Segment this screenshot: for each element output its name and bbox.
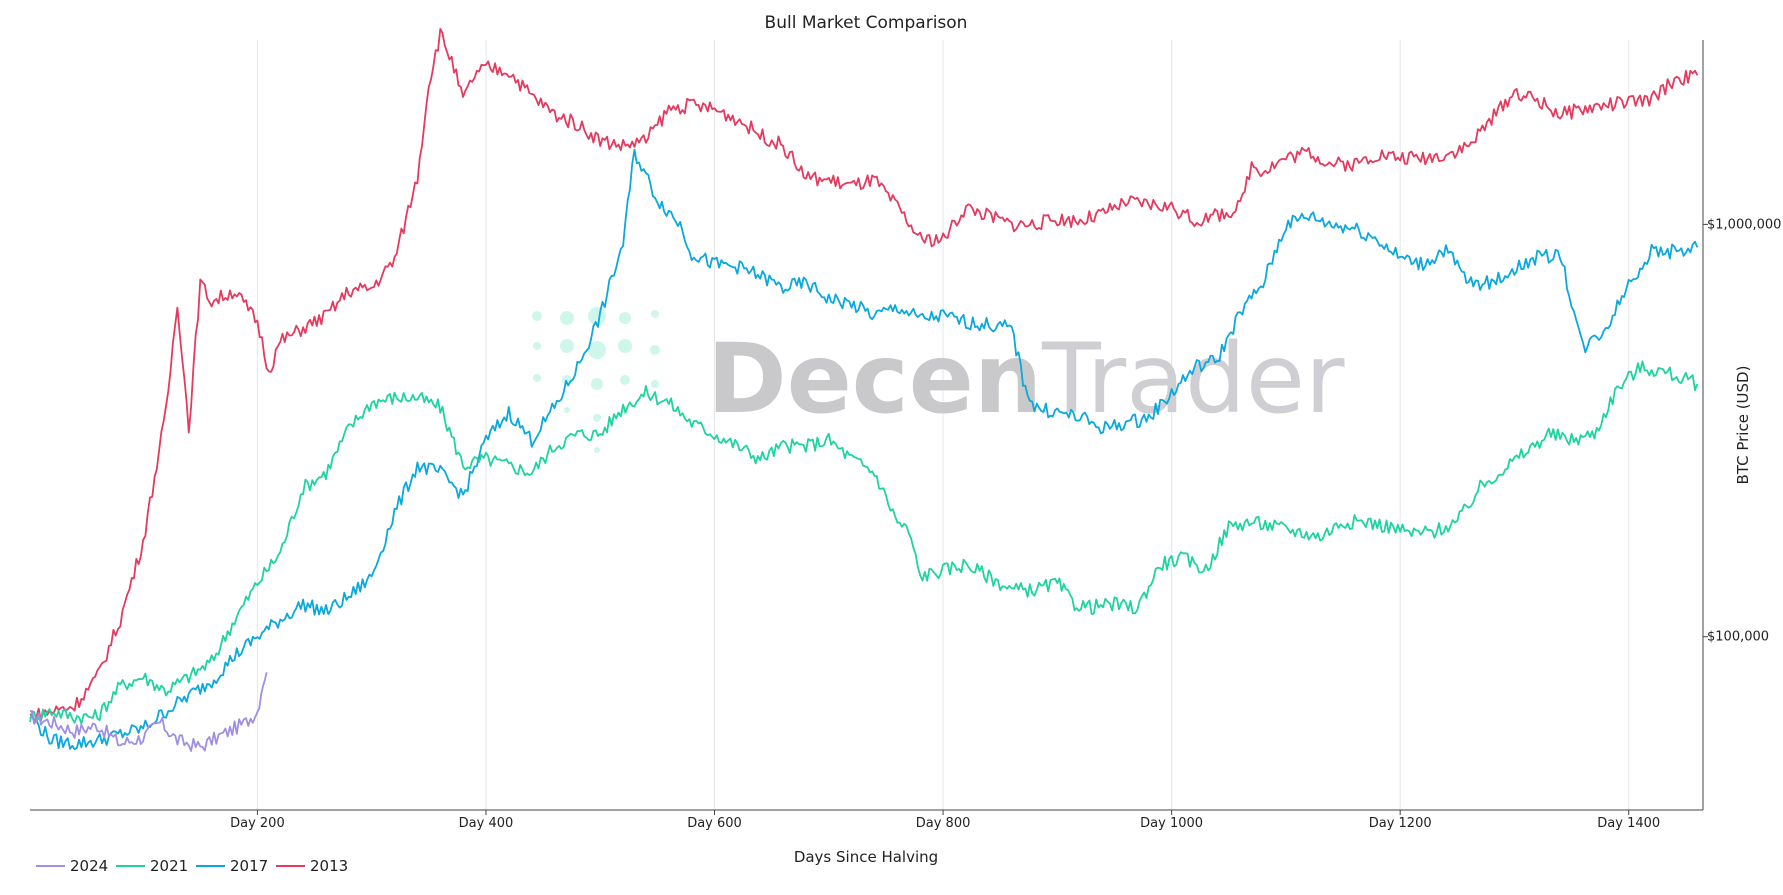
- watermark-dot: [620, 375, 630, 385]
- watermark-light: Trader: [1041, 323, 1345, 435]
- x-axis-ticks: Day 200 Day 400 Day 600 Day 800 Day 1000 Day …: [230, 810, 1660, 831]
- x-axis-label: Days Since Halving: [794, 848, 938, 866]
- y-tick-label: $100,000: [1707, 630, 1769, 645]
- watermark-dot: [594, 447, 600, 453]
- watermark-dot: [651, 380, 659, 388]
- watermark-dot: [593, 414, 601, 422]
- x-grid: [256, 40, 1630, 810]
- watermark-dot: [651, 310, 659, 318]
- watermark-dot: [588, 307, 606, 325]
- series-line-2013: [29, 27, 1699, 723]
- watermark-dot: [560, 339, 574, 353]
- x-tick-label: Day 1000: [1140, 816, 1203, 831]
- watermark-text: DecenTrader: [707, 323, 1345, 435]
- series-lines: [29, 27, 1699, 752]
- watermark-dot: [588, 341, 606, 359]
- y-axis-label: BTC Price (USD): [1734, 366, 1752, 485]
- x-tick-label: Day 200: [230, 816, 285, 831]
- x-tick-label: Day 1200: [1369, 816, 1432, 831]
- watermark-dot: [532, 311, 542, 321]
- watermark-dot: [618, 339, 632, 353]
- legend-label-2013[interactable]: 2013: [310, 857, 348, 875]
- watermark-dot: [650, 345, 660, 355]
- watermark: DecenTrader: [532, 307, 1345, 453]
- watermark-dot: [533, 374, 541, 382]
- watermark-bold: Decen: [707, 323, 1042, 435]
- series-line-2024: [29, 672, 268, 752]
- x-tick-label: Day 400: [459, 816, 514, 831]
- watermark-dot: [533, 342, 541, 350]
- y-axis-ticks: $100,000 $1,000,000: [1703, 217, 1781, 645]
- legend-label-2017[interactable]: 2017: [230, 857, 268, 875]
- watermark-dot: [619, 312, 631, 324]
- y-tick-label: $1,000,000: [1707, 217, 1781, 232]
- legend: 2024 2021 2017 2013: [36, 857, 348, 875]
- watermark-dot: [560, 311, 574, 325]
- series-line-2017: [29, 148, 1699, 751]
- x-tick-label: Day 800: [916, 816, 971, 831]
- chart-title: Bull Market Comparison: [765, 13, 968, 33]
- x-tick-label: Day 1400: [1597, 816, 1660, 831]
- watermark-dot: [591, 378, 603, 390]
- series-line-2021: [29, 360, 1699, 725]
- legend-label-2021[interactable]: 2021: [150, 857, 188, 875]
- legend-label-2024[interactable]: 2024: [70, 857, 108, 875]
- x-tick-label: Day 600: [687, 816, 742, 831]
- watermark-dot: [564, 407, 570, 413]
